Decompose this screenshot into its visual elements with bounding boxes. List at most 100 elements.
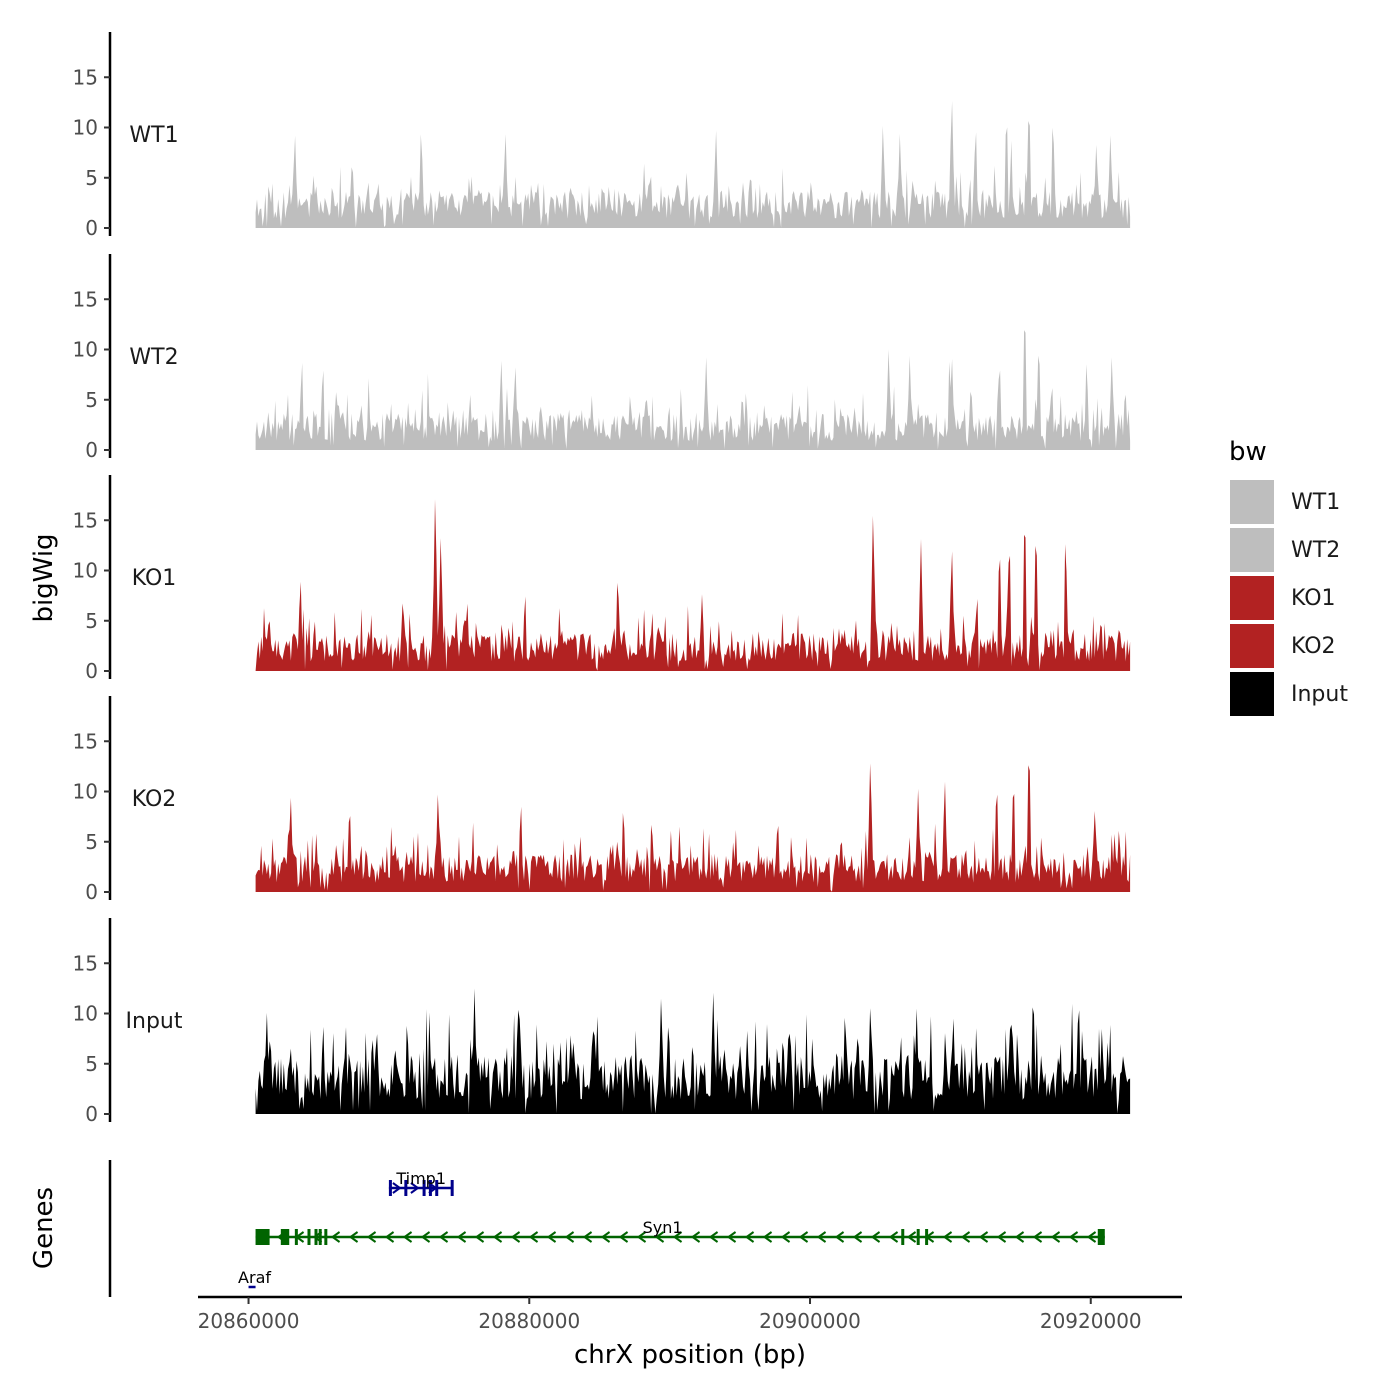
y-tick-label: 5 (85, 388, 98, 412)
y-tick-label: 0 (85, 880, 98, 904)
gene-araf: Araf (238, 1268, 271, 1289)
exon (404, 1180, 408, 1196)
strand-arrow (474, 1231, 485, 1243)
exon (324, 1229, 328, 1245)
strand-arrow (762, 1231, 773, 1243)
legend-swatch (1228, 574, 1276, 622)
exon (916, 1229, 920, 1245)
gene-annotation-track: Timp1 Syn1 Araf (108, 1160, 1105, 1297)
y-tick-label: 10 (73, 338, 98, 362)
strand-arrow (1068, 1231, 1079, 1243)
gene-label: Timp1 (395, 1169, 446, 1188)
strand-arrow (392, 1182, 402, 1194)
signal-area-ko1 (255, 499, 1131, 671)
y-axis-title: bigWig (29, 533, 59, 622)
exon (294, 1229, 298, 1245)
exon (925, 1229, 929, 1245)
strand-arrow (402, 1231, 413, 1243)
y-tick-label: 0 (85, 659, 98, 683)
y-tick-label: 15 (73, 508, 98, 532)
track-input: 0 5 10 15 Input (73, 918, 1131, 1126)
y-tick-label: 15 (73, 65, 98, 89)
track-label: WT2 (129, 345, 178, 370)
exon (255, 1229, 270, 1245)
x-axis: 20860000 20880000 20900000 20920000 (198, 1295, 1182, 1333)
signal-tracks: 0 5 10 15 WT1 0 5 10 15 WT2 0 5 10 15 KO1 0 5 10 15 KO2 0 5 10… (73, 32, 1131, 1126)
strand-arrow (672, 1231, 683, 1243)
track-label: KO2 (132, 787, 177, 812)
x-tick-label: 20860000 (198, 1309, 300, 1333)
strand-arrow (906, 1231, 917, 1243)
strand-arrow (420, 1231, 431, 1243)
track-wt1: 0 5 10 15 WT1 (73, 32, 1131, 240)
y-tick-label: 5 (85, 609, 98, 633)
y-tick-label: 10 (73, 116, 98, 140)
strand-arrow (798, 1231, 809, 1243)
exon (450, 1180, 454, 1196)
y-tick-label: 0 (85, 216, 98, 240)
gene-label: Araf (238, 1268, 271, 1287)
track-ko1: 0 5 10 15 KO1 (73, 475, 1131, 683)
exon (388, 1180, 392, 1196)
strand-arrow (1086, 1231, 1097, 1243)
exon (435, 1180, 439, 1196)
legend-swatch (1228, 670, 1276, 718)
legend-entry-ko1: KO1 (1228, 574, 1336, 622)
signal-area-wt2 (255, 330, 1131, 450)
legend-entry-wt1: WT1 (1228, 478, 1340, 526)
strand-arrow (510, 1231, 521, 1243)
strand-arrow (456, 1231, 467, 1243)
exon (318, 1229, 322, 1245)
strand-arrow (492, 1231, 503, 1243)
strand-arrow (942, 1231, 953, 1243)
strand-arrow (600, 1231, 611, 1243)
strand-arrow (978, 1231, 989, 1243)
legend-swatch (1228, 478, 1276, 526)
track-label: WT1 (129, 123, 178, 148)
signal-area-input (255, 988, 1131, 1114)
strand-arrow (870, 1231, 881, 1243)
strand-arrow (366, 1231, 377, 1243)
gene-timp1: Timp1 (388, 1169, 454, 1196)
strand-arrow (410, 1182, 420, 1194)
legend-swatch (1228, 622, 1276, 670)
strand-arrow (1014, 1231, 1025, 1243)
strand-arrow (618, 1231, 629, 1243)
strand-arrow (816, 1231, 827, 1243)
legend-label: KO2 (1291, 634, 1336, 659)
legend-swatch (1228, 526, 1276, 574)
genes-track-title: Genes (29, 1187, 59, 1269)
y-tick-label: 10 (73, 1002, 98, 1026)
strand-arrow (960, 1231, 971, 1243)
strand-arrow (726, 1231, 737, 1243)
strand-arrow (384, 1231, 395, 1243)
gene-label: Syn1 (643, 1218, 683, 1237)
legend-title: bw (1229, 437, 1267, 467)
y-tick-label: 5 (85, 166, 98, 190)
legend-label: Input (1291, 682, 1348, 707)
strand-arrow (564, 1231, 575, 1243)
gene-syn1: Syn1 (255, 1218, 1105, 1245)
strand-arrow (348, 1231, 359, 1243)
x-axis-title: chrX position (bp) (574, 1340, 806, 1370)
legend-entry-wt2: WT2 (1228, 526, 1340, 574)
y-tick-label: 15 (73, 287, 98, 311)
legend-entry-ko2: KO2 (1228, 622, 1336, 670)
y-tick-label: 5 (85, 830, 98, 854)
y-tick-label: 0 (85, 1102, 98, 1126)
strand-arrow (1050, 1231, 1061, 1243)
strand-arrow (690, 1231, 701, 1243)
strand-arrow (996, 1231, 1007, 1243)
legend-label: KO1 (1291, 586, 1336, 611)
track-wt2: 0 5 10 15 WT2 (73, 254, 1131, 462)
strand-arrow (582, 1231, 593, 1243)
strand-arrow (852, 1231, 863, 1243)
y-tick-label: 10 (73, 780, 98, 804)
strand-arrow (780, 1231, 791, 1243)
track-label: Input (126, 1009, 183, 1034)
strand-arrow (636, 1231, 647, 1243)
strand-arrow (528, 1231, 539, 1243)
strand-arrow (744, 1231, 755, 1243)
exon (314, 1229, 318, 1245)
